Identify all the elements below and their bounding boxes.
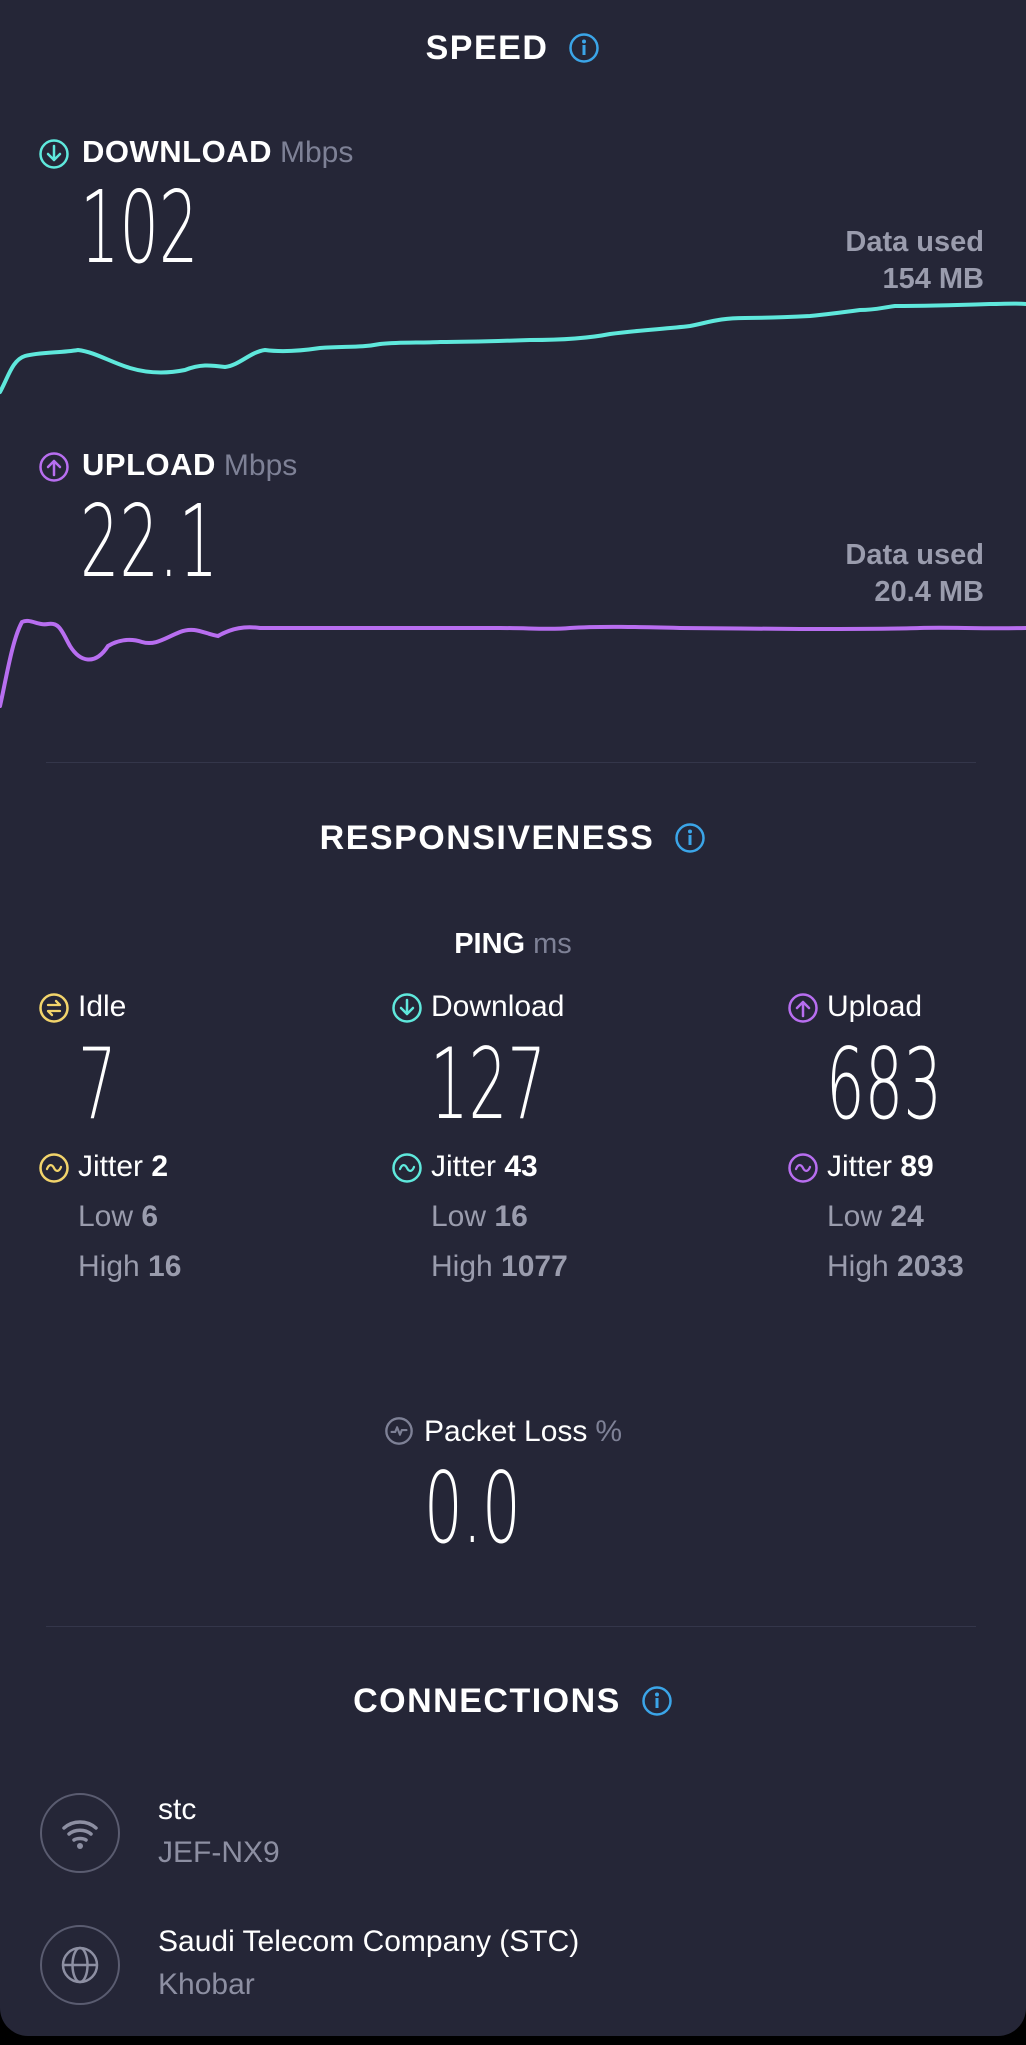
upload-ping-value: 683 — [826, 1028, 942, 1142]
upload-unit: Mbps — [223, 449, 298, 482]
idle-jitter-value: 2 — [151, 1150, 169, 1183]
idle-jitter-icon — [39, 1153, 69, 1183]
upload-arrow-icon — [39, 452, 69, 482]
idle-high-value: 16 — [148, 1250, 182, 1283]
upload-high-value: 2033 — [897, 1250, 964, 1283]
upload-high-label: High — [827, 1250, 889, 1283]
info-icon[interactable] — [641, 1685, 673, 1717]
download-low-value: 16 — [494, 1200, 528, 1233]
idle-high: High 16 — [78, 1250, 181, 1284]
packet-loss-label: Packet Loss — [424, 1415, 588, 1448]
upload-data-used-label: Data used — [845, 539, 984, 571]
ping-header: PING ms — [0, 928, 1026, 961]
section-divider — [46, 762, 976, 763]
upload-low-label: Low — [827, 1200, 883, 1233]
connection-device-name: JEF-NX9 — [158, 1836, 280, 1869]
upload-low: Low 24 — [827, 1200, 924, 1234]
upload-jitter-icon — [788, 1153, 818, 1183]
idle-ping-value: 7 — [78, 1028, 117, 1142]
packet-loss-value: 0.0 — [424, 1452, 521, 1566]
download-ping-value: 127 — [430, 1028, 546, 1142]
upload-low-value: 24 — [890, 1200, 924, 1233]
idle-low: Low 6 — [78, 1200, 158, 1234]
idle-low-label: Low — [78, 1200, 134, 1233]
idle-jitter-label: Jitter — [78, 1150, 144, 1183]
upload-data-used-value: 20.4 MB — [874, 576, 984, 608]
upload-high: High 2033 — [827, 1250, 964, 1284]
upload-jitter-label: Jitter — [827, 1150, 893, 1183]
download-jitter-value: 43 — [504, 1150, 538, 1183]
speed-title: SPEED — [425, 28, 549, 67]
connection-provider-name: Saudi Telecom Company (STC) — [158, 1925, 580, 1958]
download-jitter-label: Jitter — [431, 1150, 497, 1183]
upload-jitter: Jitter 89 — [827, 1150, 934, 1184]
responsiveness-title: RESPONSIVENESS — [319, 818, 655, 857]
download-high: High 1077 — [431, 1250, 568, 1284]
download-header: DOWNLOAD Mbps — [82, 134, 353, 170]
globe-icon-circle — [40, 1925, 120, 2005]
section-divider — [46, 1626, 976, 1627]
upload-label: UPLOAD — [82, 447, 216, 482]
packet-loss-header: Packet Loss% — [424, 1415, 622, 1449]
ping-label: PING — [454, 928, 526, 960]
download-high-label: High — [431, 1250, 493, 1283]
connection-server-location: Khobar — [158, 1968, 255, 2001]
info-icon[interactable] — [568, 32, 600, 64]
download-data-used: Data used 154 MB — [845, 224, 984, 298]
upload-ping-icon — [788, 993, 818, 1023]
download-ping-icon — [392, 993, 422, 1023]
upload-ping-label: Upload — [827, 990, 923, 1023]
wifi-icon-circle — [40, 1793, 120, 1873]
info-icon[interactable] — [674, 822, 706, 854]
ping-unit: ms — [533, 928, 572, 960]
idle-jitter: Jitter 2 — [78, 1150, 168, 1184]
download-low: Low 16 — [431, 1200, 528, 1234]
download-label: DOWNLOAD — [82, 134, 272, 169]
idle-icon — [39, 993, 69, 1023]
connection-network-name: stc — [158, 1793, 197, 1826]
download-high-value: 1077 — [501, 1250, 568, 1283]
download-speed-graph — [0, 301, 1026, 394]
upload-speed-value: 22.1 — [80, 483, 219, 600]
download-jitter-icon — [392, 1153, 422, 1183]
responsiveness-section-header: RESPONSIVENESS — [0, 816, 1026, 860]
connections-section-header: CONNECTIONS — [0, 1679, 1026, 1723]
idle-high-label: High — [78, 1250, 140, 1283]
download-data-used-value: 154 MB — [882, 263, 984, 295]
download-speed-value: 102 — [80, 169, 199, 286]
upload-speed-graph — [0, 618, 1026, 708]
wifi-icon — [62, 1820, 98, 1849]
idle-label: Idle — [78, 990, 127, 1023]
upload-data-used: Data used 20.4 MB — [845, 537, 984, 611]
idle-low-value: 6 — [141, 1200, 159, 1233]
packet-loss-unit: % — [595, 1415, 623, 1448]
download-arrow-icon — [39, 139, 69, 169]
download-ping-label: Download — [431, 990, 565, 1023]
connections-title: CONNECTIONS — [353, 1681, 621, 1720]
download-unit: Mbps — [279, 136, 354, 169]
download-data-used-label: Data used — [845, 226, 984, 258]
upload-header: UPLOAD Mbps — [82, 447, 297, 483]
speed-section-header: SPEED — [0, 26, 1026, 70]
packet-loss-icon — [385, 1417, 413, 1445]
upload-jitter-value: 89 — [900, 1150, 934, 1183]
globe-icon — [61, 1946, 99, 1984]
download-jitter: Jitter 43 — [431, 1150, 538, 1184]
download-low-label: Low — [431, 1200, 487, 1233]
